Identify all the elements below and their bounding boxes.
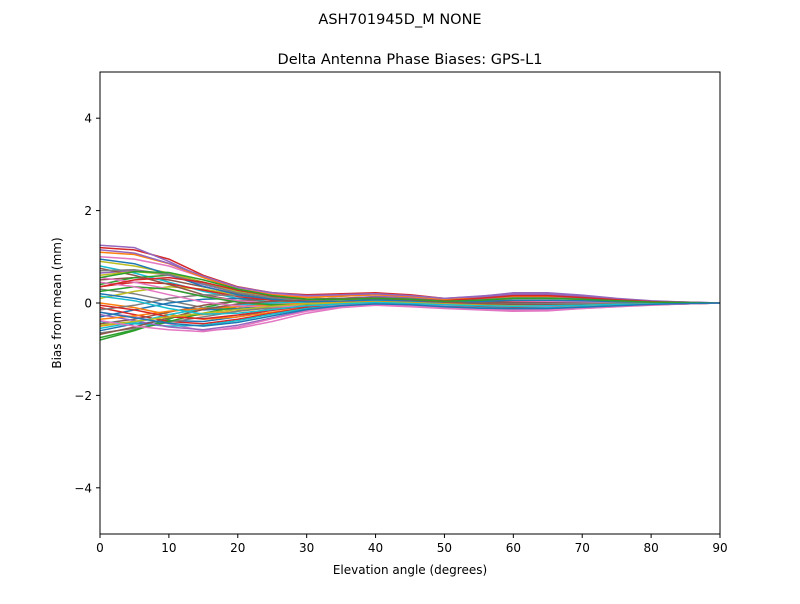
x-tick-label: 90 [712, 541, 727, 555]
y-tick-label: 0 [84, 297, 92, 311]
x-tick-label: 60 [506, 541, 521, 555]
y-tick-label: −4 [74, 481, 92, 495]
series-line-35 [99, 249, 721, 304]
y-axis-label: Bias from mean (mm) [50, 237, 64, 368]
x-tick-label: 80 [643, 541, 658, 555]
x-tick-label: 10 [161, 541, 176, 555]
y-tick-label: 2 [84, 204, 92, 218]
chart-title: Delta Antenna Phase Biases: GPS-L1 [278, 52, 543, 68]
y-tick-label: −2 [74, 389, 92, 403]
x-tick-label: 40 [368, 541, 383, 555]
x-tick-label: 30 [299, 541, 314, 555]
x-axis-ticks: 0 10 20 30 40 50 60 70 80 90 [96, 534, 728, 555]
series-line-31 [99, 258, 721, 304]
series-line-43 [99, 302, 721, 333]
y-tick-label: 4 [84, 112, 92, 126]
figure-suptitle: ASH701945D_M NONE [318, 12, 481, 28]
series-layer [99, 244, 721, 341]
series-line-40 [99, 295, 721, 315]
series-line-44 [99, 302, 721, 327]
x-tick-label: 50 [437, 541, 452, 555]
series-line-42 [99, 270, 721, 304]
x-tick-label: 0 [96, 541, 104, 555]
x-axis-label: Elevation angle (degrees) [333, 563, 487, 577]
x-tick-label: 20 [230, 541, 245, 555]
x-tick-label: 70 [575, 541, 590, 555]
y-axis-ticks: −4 −2 0 2 4 [74, 112, 100, 495]
